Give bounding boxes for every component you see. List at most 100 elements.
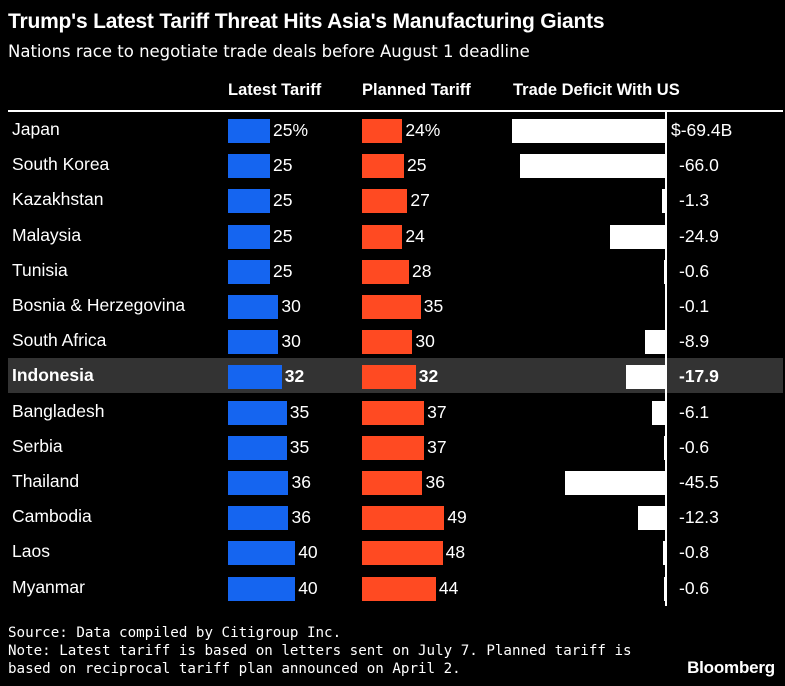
- planned-tariff-label: 32: [418, 366, 439, 387]
- table-row: Myanmar 40 44 -0.6: [0, 570, 785, 605]
- column-header-trade-deficit: Trade Deficit With US: [513, 81, 680, 99]
- planned-tariff-bar: [362, 189, 408, 214]
- trade-deficit-label: -0.6: [679, 577, 710, 598]
- chart-rows: Japan 25% 24% $-69.4B South Korea 25 25 -66.0 Ka…: [0, 112, 785, 606]
- trade-deficit-bar: [637, 506, 665, 531]
- trade-deficit-bar: [663, 435, 665, 460]
- planned-tariff-label: 36: [425, 472, 445, 492]
- header-divider: [8, 110, 783, 112]
- table-row: South Africa 30 30 -8.9: [0, 323, 785, 358]
- latest-tariff-bar: [228, 119, 270, 143]
- planned-tariff-label: 24%: [405, 120, 441, 140]
- deficit-zero-line: [665, 112, 667, 606]
- trade-deficit-bar: [663, 576, 665, 601]
- trade-deficit-label: -8.9: [679, 331, 710, 352]
- country-label: Tunisia: [12, 259, 68, 280]
- country-label: Laos: [12, 541, 50, 562]
- planned-tariff-bar: [362, 576, 436, 601]
- table-row: Cambodia 36 49 -12.3: [0, 499, 785, 534]
- trade-deficit-label: -66.0: [679, 155, 719, 176]
- source-note: Source: Data compiled by Citigroup Inc.: [8, 625, 342, 641]
- planned-tariff-bar: [362, 541, 443, 566]
- latest-tariff-label: 25: [273, 225, 293, 246]
- latest-tariff-bar: [228, 330, 279, 355]
- latest-tariff-label: 40: [298, 542, 318, 563]
- latest-tariff-label: 25%: [273, 120, 309, 140]
- country-label: Thailand: [12, 471, 80, 491]
- latest-tariff-label: 36: [291, 507, 311, 528]
- country-label: Serbia: [12, 435, 63, 456]
- country-label: Bosnia & Herzegovina: [12, 295, 186, 315]
- latest-tariff-bar: [228, 400, 287, 425]
- latest-tariff-bar: [228, 435, 287, 460]
- planned-tariff-bar: [362, 506, 445, 531]
- latest-tariff-label: 40: [298, 577, 318, 598]
- trade-deficit-bar: [651, 400, 665, 425]
- trade-deficit-label: -0.6: [679, 436, 710, 457]
- country-label: Kazakhstan: [12, 189, 104, 210]
- table-row: Thailand 36 36 -45.5: [0, 464, 785, 499]
- latest-tariff-bar: [228, 295, 279, 319]
- trade-deficit-label: -0.1: [679, 296, 710, 316]
- column-header-latest-tariff: Latest Tariff: [228, 81, 322, 99]
- country-label: Indonesia: [12, 365, 94, 386]
- trade-deficit-bar: [625, 365, 665, 390]
- table-row: Indonesia 32 32 -17.9: [8, 358, 783, 394]
- latest-tariff-bar: [228, 506, 289, 531]
- planned-tariff-bar: [362, 471, 423, 495]
- country-label: Myanmar: [12, 576, 85, 597]
- trade-deficit-label: -17.9: [679, 366, 719, 387]
- trade-deficit-label: -45.5: [679, 472, 719, 492]
- trade-deficit-label: -6.1: [679, 401, 710, 422]
- planned-tariff-label: 27: [410, 190, 430, 211]
- trade-deficit-bar: [645, 330, 665, 355]
- planned-tariff-bar: [362, 400, 425, 425]
- latest-tariff-label: 25: [273, 260, 293, 281]
- planned-tariff-bar: [362, 224, 403, 249]
- table-row: Laos 40 48 -0.8: [0, 534, 785, 569]
- trade-deficit-label: -0.6: [679, 260, 710, 281]
- latest-tariff-bar: [228, 224, 270, 249]
- latest-tariff-label: 35: [289, 401, 310, 422]
- table-row: Kazakhstan 25 27 -1.3: [0, 182, 785, 217]
- latest-tariff-bar: [228, 259, 270, 284]
- country-label: Cambodia: [12, 506, 92, 527]
- trade-deficit-label: -1.3: [679, 190, 710, 211]
- planned-tariff-label: 49: [447, 507, 467, 528]
- country-label: Malaysia: [12, 224, 82, 245]
- trade-deficit-bar: [662, 189, 665, 214]
- latest-tariff-label: 32: [284, 366, 305, 387]
- trade-deficit-label: -0.8: [679, 542, 710, 563]
- bloomberg-logo: Bloomberg: [687, 658, 775, 677]
- latest-tariff-label: 35: [289, 436, 310, 457]
- latest-tariff-label: 30: [281, 296, 301, 316]
- latest-tariff-bar: [228, 541, 296, 566]
- latest-tariff-bar: [228, 576, 296, 601]
- table-row: Bosnia & Herzegovina 30 35 -0.1: [0, 288, 785, 323]
- planned-tariff-bar: [362, 330, 413, 355]
- country-label: South Africa: [12, 330, 107, 351]
- latest-tariff-label: 30: [281, 331, 301, 352]
- table-row: Bangladesh 35 37 -6.1: [0, 394, 785, 429]
- planned-tariff-bar: [362, 365, 416, 390]
- footnote-line-1: Note: Latest tariff is based on letters …: [8, 643, 632, 659]
- trade-deficit-bar: [512, 119, 665, 143]
- country-label: South Korea: [12, 154, 110, 175]
- chart-title: Trump's Latest Tariff Threat Hits Asia's…: [8, 10, 605, 33]
- latest-tariff-label: 25: [273, 155, 293, 176]
- trade-deficit-bar: [564, 471, 665, 495]
- latest-tariff-label: 36: [291, 472, 311, 492]
- planned-tariff-bar: [362, 295, 421, 319]
- country-label: Japan: [12, 119, 60, 139]
- planned-tariff-label: 25: [407, 155, 427, 176]
- latest-tariff-bar: [228, 154, 270, 179]
- latest-tariff-label: 25: [273, 190, 293, 211]
- planned-tariff-label: 37: [427, 436, 447, 457]
- planned-tariff-bar: [362, 154, 404, 179]
- table-row: Japan 25% 24% $-69.4B: [0, 112, 785, 147]
- trade-deficit-bar: [519, 154, 665, 179]
- planned-tariff-label: 28: [412, 260, 432, 281]
- latest-tariff-bar: [228, 365, 282, 390]
- trade-deficit-label: $-69.4B: [671, 120, 733, 140]
- planned-tariff-label: 37: [427, 401, 447, 422]
